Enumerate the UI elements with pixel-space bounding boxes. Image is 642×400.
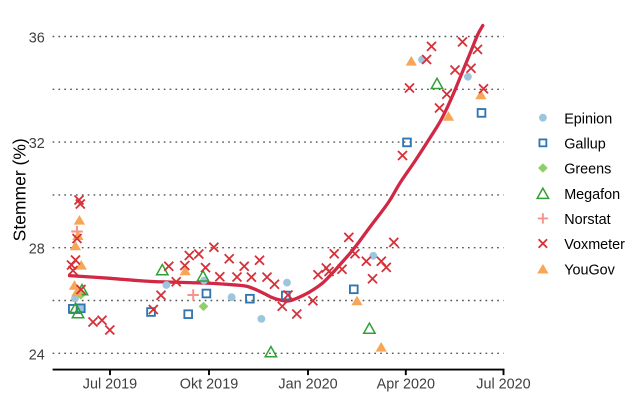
svg-text:Megafon: Megafon [564,187,620,203]
svg-text:Norstat: Norstat [564,212,610,228]
svg-text:Jan 2020: Jan 2020 [278,376,337,392]
svg-text:36: 36 [29,31,45,47]
svg-text:28: 28 [29,242,45,258]
svg-text:Epinion: Epinion [564,111,612,127]
svg-text:Stemmer (%): Stemmer (%) [10,138,30,241]
svg-text:YouGov: YouGov [564,262,615,278]
svg-text:Greens: Greens [564,162,611,178]
svg-text:32: 32 [29,136,45,152]
svg-text:24: 24 [29,347,45,363]
svg-text:Voxmeter: Voxmeter [564,237,625,253]
svg-text:Jul 2019: Jul 2019 [83,376,137,392]
svg-text:Okt 2019: Okt 2019 [180,376,238,392]
svg-text:Jul 2020: Jul 2020 [476,376,530,392]
svg-text:Gallup: Gallup [564,137,606,153]
svg-text:Apr 2020: Apr 2020 [377,376,435,392]
